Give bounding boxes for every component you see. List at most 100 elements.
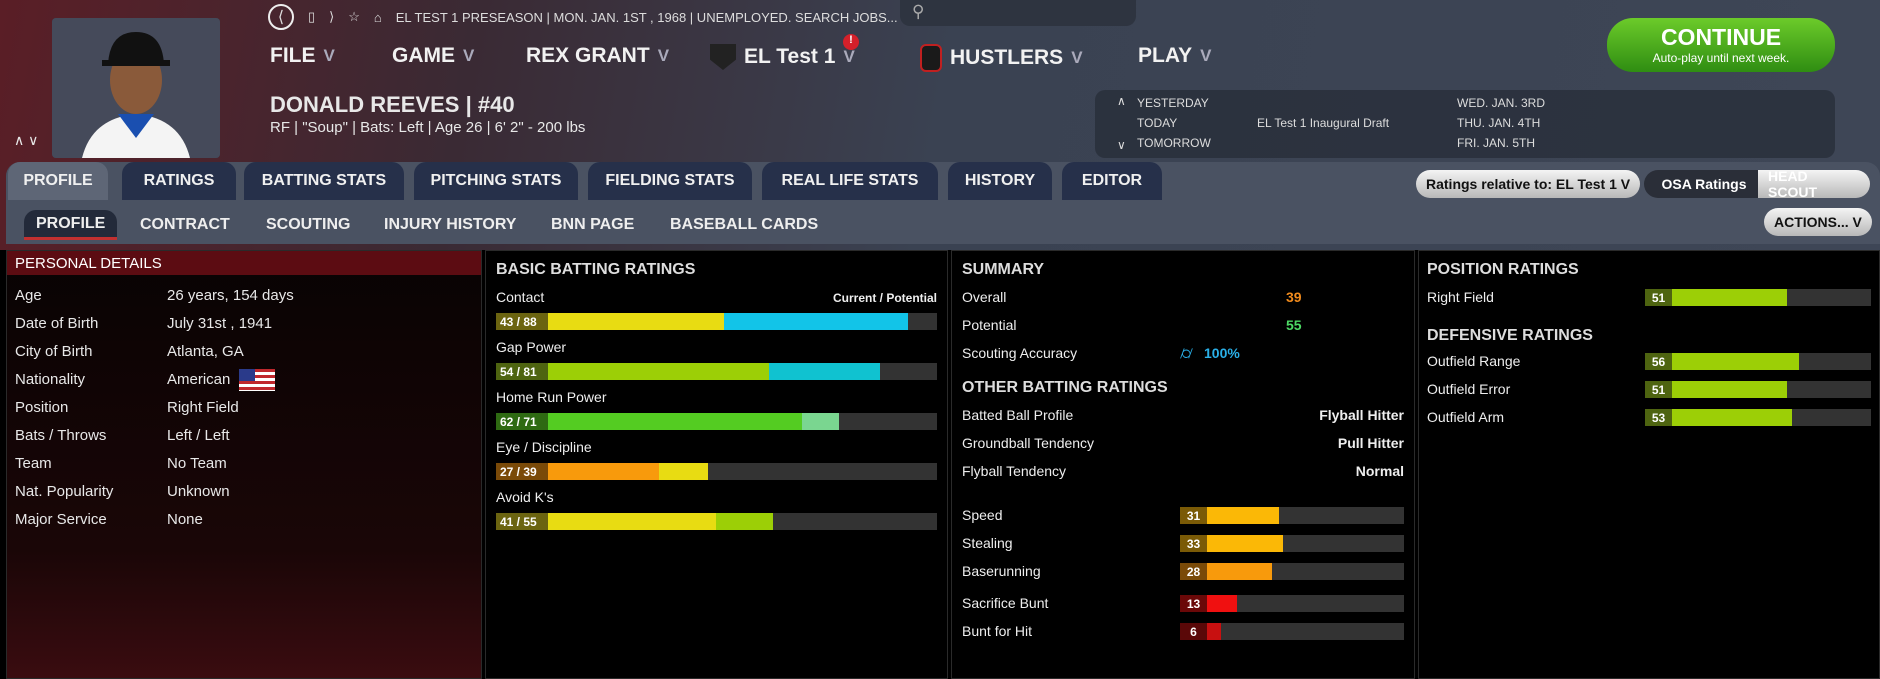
tab-history[interactable]: HISTORY <box>948 162 1052 200</box>
subtab-baseball-cards[interactable]: BASEBALL CARDS <box>670 216 819 233</box>
rating-bar: 28 <box>1180 563 1404 580</box>
value-segment <box>1207 507 1279 524</box>
detail-value: Unknown <box>167 483 230 500</box>
menu-team[interactable]: HUSTLERS V <box>920 44 1083 72</box>
menu-label: FILE <box>270 44 316 67</box>
scouting-accuracy-label: Scouting Accuracy <box>962 345 1078 361</box>
subtab-scouting[interactable]: SCOUTING <box>266 216 351 233</box>
notification-badge[interactable]: ! <box>843 34 859 50</box>
home-icon[interactable]: ⌂ <box>373 9 382 25</box>
tab-pitching-stats[interactable]: PITCHING STATS <box>414 162 578 200</box>
detail-label: Age <box>15 287 42 304</box>
sub-tabs: PROFILE CONTRACT SCOUTING INJURY HISTORY… <box>6 204 1880 244</box>
subtab-profile[interactable]: PROFILE <box>24 210 118 240</box>
value-segment <box>1207 623 1221 640</box>
rating-bar: 53 <box>1645 409 1871 426</box>
rating-bar: 62 / 71 <box>496 413 937 430</box>
position-label: Outfield Range <box>1427 353 1521 369</box>
menu-label: GAME <box>392 44 455 67</box>
overall-value: 39 <box>1286 289 1302 305</box>
calendar-day: YESTERDAY <box>1137 96 1209 110</box>
binoculars-icon: ⌭ <box>1180 343 1193 363</box>
detail-label: Team <box>15 455 52 472</box>
rating-label: Avoid K's <box>496 489 554 505</box>
menu-play[interactable]: PLAY V <box>1138 44 1211 68</box>
chevron-down-icon: V <box>1200 46 1212 65</box>
subtab-bnn-page[interactable]: BNN PAGE <box>551 216 635 233</box>
calendar-panel: ∧ ∨ YESTERDAY WED. JAN. 3RD TODAY EL Tes… <box>1095 90 1835 158</box>
actions-dropdown[interactable]: ACTIONS... V <box>1764 208 1872 236</box>
tab-batting-stats[interactable]: BATTING STATS <box>244 162 404 200</box>
tab-fielding-stats[interactable]: FIELDING STATS <box>588 162 752 200</box>
head-scout-toggle[interactable]: HEAD SCOUT <box>1758 168 1870 200</box>
subtab-contract[interactable]: CONTRACT <box>140 216 230 233</box>
calendar-down-icon[interactable]: ∨ <box>1117 138 1126 152</box>
detail-label: City of Birth <box>15 343 93 360</box>
player-name: DONALD REEVES | #40 <box>270 92 515 117</box>
detail-value: Atlanta, GA <box>167 343 244 360</box>
tab-editor[interactable]: EDITOR <box>1062 162 1162 200</box>
portrait-nav-arrows[interactable]: ∧ ∨ <box>14 132 39 148</box>
star-icon[interactable]: ☆ <box>348 9 360 24</box>
current-segment <box>548 513 716 530</box>
chevron-down-icon: V <box>843 47 855 66</box>
flag-canton <box>239 369 255 381</box>
search-input[interactable]: ⚲ <box>900 0 1136 26</box>
forward-icon[interactable]: ⟩ <box>329 9 335 24</box>
menu-file[interactable]: FILE V <box>270 44 335 68</box>
continue-label: CONTINUE <box>1660 24 1782 50</box>
detail-value: July 31st , 1941 <box>167 315 273 332</box>
menu-game[interactable]: GAME V <box>392 44 474 68</box>
rating-value: 27 / 39 <box>496 463 548 480</box>
rating-bar: 54 / 81 <box>496 363 937 380</box>
detail-value: American <box>167 371 231 388</box>
position-ratings-panel: POSITION RATINGS DEFENSIVE RATINGS Right… <box>1418 250 1880 679</box>
calendar-event[interactable]: EL Test 1 Inaugural Draft <box>1257 116 1390 130</box>
status-line[interactable]: EL TEST 1 PRESEASON | MON. JAN. 1ST , 19… <box>395 9 898 25</box>
other-rating-label: Flyball Tendency <box>962 463 1067 479</box>
rating-label: Stealing <box>962 535 1013 551</box>
rating-label: Baserunning <box>962 563 1041 579</box>
rating-value: 41 / 55 <box>496 513 548 530</box>
tab-profile[interactable]: PROFILE <box>8 162 108 200</box>
rating-bar: 33 <box>1180 535 1404 552</box>
rating-label: Eye / Discipline <box>496 439 592 455</box>
rating-label: Home Run Power <box>496 389 607 405</box>
other-rating-value: Flyball Hitter <box>1319 407 1404 423</box>
osa-ratings-toggle[interactable]: OSA Ratings <box>1644 170 1764 198</box>
rating-value: 56 <box>1645 353 1672 370</box>
position-label: Outfield Error <box>1427 381 1511 397</box>
rating-bar: 56 <box>1645 353 1871 370</box>
ratings-relative-dropdown[interactable]: Ratings relative to: EL Test 1 V <box>1416 170 1641 198</box>
detail-value: Right Field <box>167 399 239 416</box>
page-icon[interactable]: ▯ <box>308 9 316 24</box>
league-logo-icon <box>710 44 736 70</box>
panel-title: SUMMARY <box>962 261 1045 278</box>
detail-value: Left / Left <box>167 427 230 444</box>
other-rating-label: Batted Ball Profile <box>962 407 1074 423</box>
menu-manager[interactable]: REX GRANT V <box>526 44 669 68</box>
tab-ratings[interactable]: RATINGS <box>122 162 236 200</box>
continue-button[interactable]: CONTINUE Auto-play until next week. <box>1607 18 1835 72</box>
other-rating-value: Normal <box>1355 463 1404 479</box>
value-segment <box>1207 595 1238 612</box>
rating-label: Sacrifice Bunt <box>962 595 1049 611</box>
rating-value: 43 / 88 <box>496 313 548 330</box>
calendar-up-icon[interactable]: ∧ <box>1117 94 1126 108</box>
calendar-date: THU. JAN. 4TH <box>1457 116 1541 130</box>
back-icon[interactable]: ⟨ <box>268 4 294 30</box>
main-tabs: PROFILE RATINGS BATTING STATS PITCHING S… <box>6 162 1880 204</box>
tab-real-life-stats[interactable]: REAL LIFE STATS <box>762 162 938 200</box>
detail-label: Nat. Popularity <box>15 483 114 500</box>
us-flag-icon <box>239 369 275 391</box>
rating-bar: 41 / 55 <box>496 513 937 530</box>
batting-ratings-panel: BASIC BATTING RATINGS Current / Potentia… <box>485 250 948 679</box>
chevron-down-icon: V <box>657 46 670 65</box>
menu-league[interactable]: EL Test 1 V <box>710 44 855 70</box>
rating-bar: 43 / 88 <box>496 313 937 330</box>
panel-title: PERSONAL DETAILS <box>7 251 481 275</box>
subtab-injury-history[interactable]: INJURY HISTORY <box>384 216 517 233</box>
position-label: Right Field <box>1427 289 1494 305</box>
personal-details-panel: PERSONAL DETAILS Age 26 years, 154 days Da… <box>6 250 482 679</box>
rating-bar: 31 <box>1180 507 1404 524</box>
